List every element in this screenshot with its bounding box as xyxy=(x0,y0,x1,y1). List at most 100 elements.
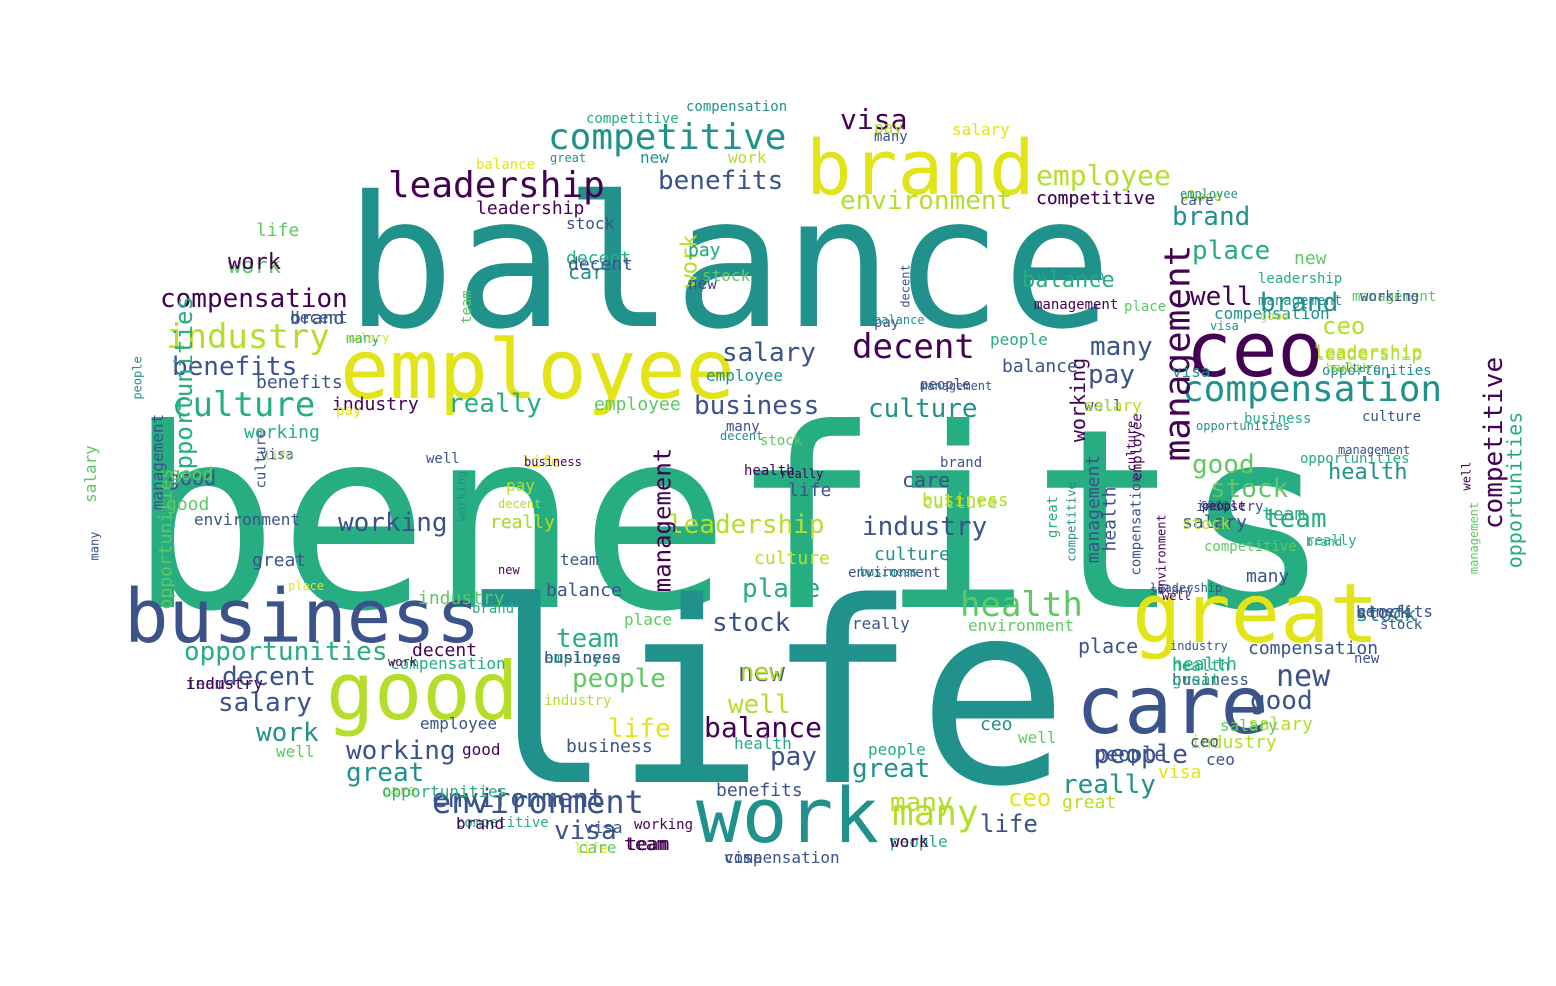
word: salary xyxy=(1182,512,1248,533)
word: stock xyxy=(1210,474,1289,504)
word: good xyxy=(1192,450,1255,480)
word: well xyxy=(426,451,460,467)
word: business xyxy=(544,648,622,667)
word: competitive xyxy=(548,117,787,158)
word: decent xyxy=(566,248,632,269)
word: stock xyxy=(1380,617,1423,633)
word: salary xyxy=(80,445,100,503)
word: working xyxy=(338,508,448,538)
word: good xyxy=(168,466,217,490)
word: salary xyxy=(1248,714,1314,735)
word: care xyxy=(1076,659,1269,752)
word: pay xyxy=(506,476,535,495)
word: stock xyxy=(566,214,615,233)
word: care xyxy=(1180,193,1214,209)
word: competitive xyxy=(1036,188,1156,209)
word: business xyxy=(124,574,481,660)
word: work xyxy=(696,771,880,860)
word: pay xyxy=(336,403,362,419)
word: great xyxy=(1062,792,1117,813)
word: decent xyxy=(852,327,975,367)
word: really xyxy=(852,614,910,633)
word: brand xyxy=(1260,288,1339,318)
word: life xyxy=(522,452,561,471)
word: management xyxy=(148,413,168,511)
word: many xyxy=(1090,332,1153,362)
word: employee xyxy=(594,394,681,415)
word: brand xyxy=(456,814,505,833)
word: employee xyxy=(1180,187,1238,201)
word: new xyxy=(738,658,785,688)
word: brand xyxy=(1306,535,1343,549)
word: life xyxy=(462,549,1069,842)
word: well xyxy=(728,690,791,720)
word: opportunities xyxy=(1196,419,1290,433)
word: culture xyxy=(874,544,950,565)
word: visa xyxy=(260,447,294,463)
word: health xyxy=(1172,654,1238,675)
word: team xyxy=(626,834,670,855)
word: employee xyxy=(544,648,622,667)
word: work xyxy=(228,254,281,279)
word: industry xyxy=(418,588,505,609)
word: team xyxy=(458,290,475,324)
word: brand xyxy=(290,308,345,329)
word: health xyxy=(1099,486,1121,552)
word: care xyxy=(382,783,416,799)
word: employee xyxy=(340,323,735,418)
word: care xyxy=(578,838,617,857)
word: leadership xyxy=(1150,581,1223,595)
word: compensation xyxy=(1248,638,1379,659)
word: place xyxy=(1078,634,1139,658)
word: balance xyxy=(1002,356,1078,377)
word: balance xyxy=(476,157,536,173)
word: pay xyxy=(688,240,721,261)
word: stock xyxy=(702,266,751,285)
word: balance xyxy=(345,157,1113,369)
word: culture xyxy=(1330,361,1381,375)
word: working xyxy=(1360,289,1420,305)
word: salary xyxy=(1220,716,1278,735)
word: culture xyxy=(754,548,830,569)
word: working xyxy=(634,817,694,833)
word: team xyxy=(624,834,668,855)
word: life xyxy=(608,714,671,744)
word: good xyxy=(166,494,210,515)
word: compensation xyxy=(390,654,506,673)
word: stock xyxy=(1182,514,1231,533)
word: new xyxy=(498,563,520,577)
word: really xyxy=(1062,770,1156,800)
word: business xyxy=(860,565,918,579)
word: new xyxy=(1276,659,1331,694)
word: place xyxy=(1124,299,1167,315)
word: team xyxy=(556,624,619,654)
word: team xyxy=(560,550,599,569)
word: many xyxy=(1246,566,1290,587)
word: place xyxy=(1192,236,1271,266)
word: environment xyxy=(432,783,644,821)
word: decent xyxy=(568,254,634,275)
word: working xyxy=(244,422,320,443)
word: health xyxy=(1172,656,1230,675)
word: visa xyxy=(724,848,763,867)
word: competitive xyxy=(456,815,549,831)
word: management xyxy=(920,379,993,393)
word: new xyxy=(1354,651,1380,667)
word: environment xyxy=(840,186,1013,216)
word: stock xyxy=(1356,602,1411,623)
word: ceo xyxy=(1190,732,1219,751)
word: well xyxy=(1084,396,1123,415)
word: leadership xyxy=(1314,344,1423,365)
word: great xyxy=(346,758,425,788)
word: care xyxy=(902,468,951,492)
word: life xyxy=(264,449,293,463)
word: business xyxy=(566,736,653,757)
word: work xyxy=(890,832,929,851)
word: balance xyxy=(874,313,925,327)
word: many xyxy=(346,331,380,347)
word: salary xyxy=(1150,583,1194,597)
word: industry xyxy=(1190,732,1277,753)
word: ceo xyxy=(980,714,1013,735)
word: ceo xyxy=(1008,784,1052,812)
word: great xyxy=(852,754,931,784)
